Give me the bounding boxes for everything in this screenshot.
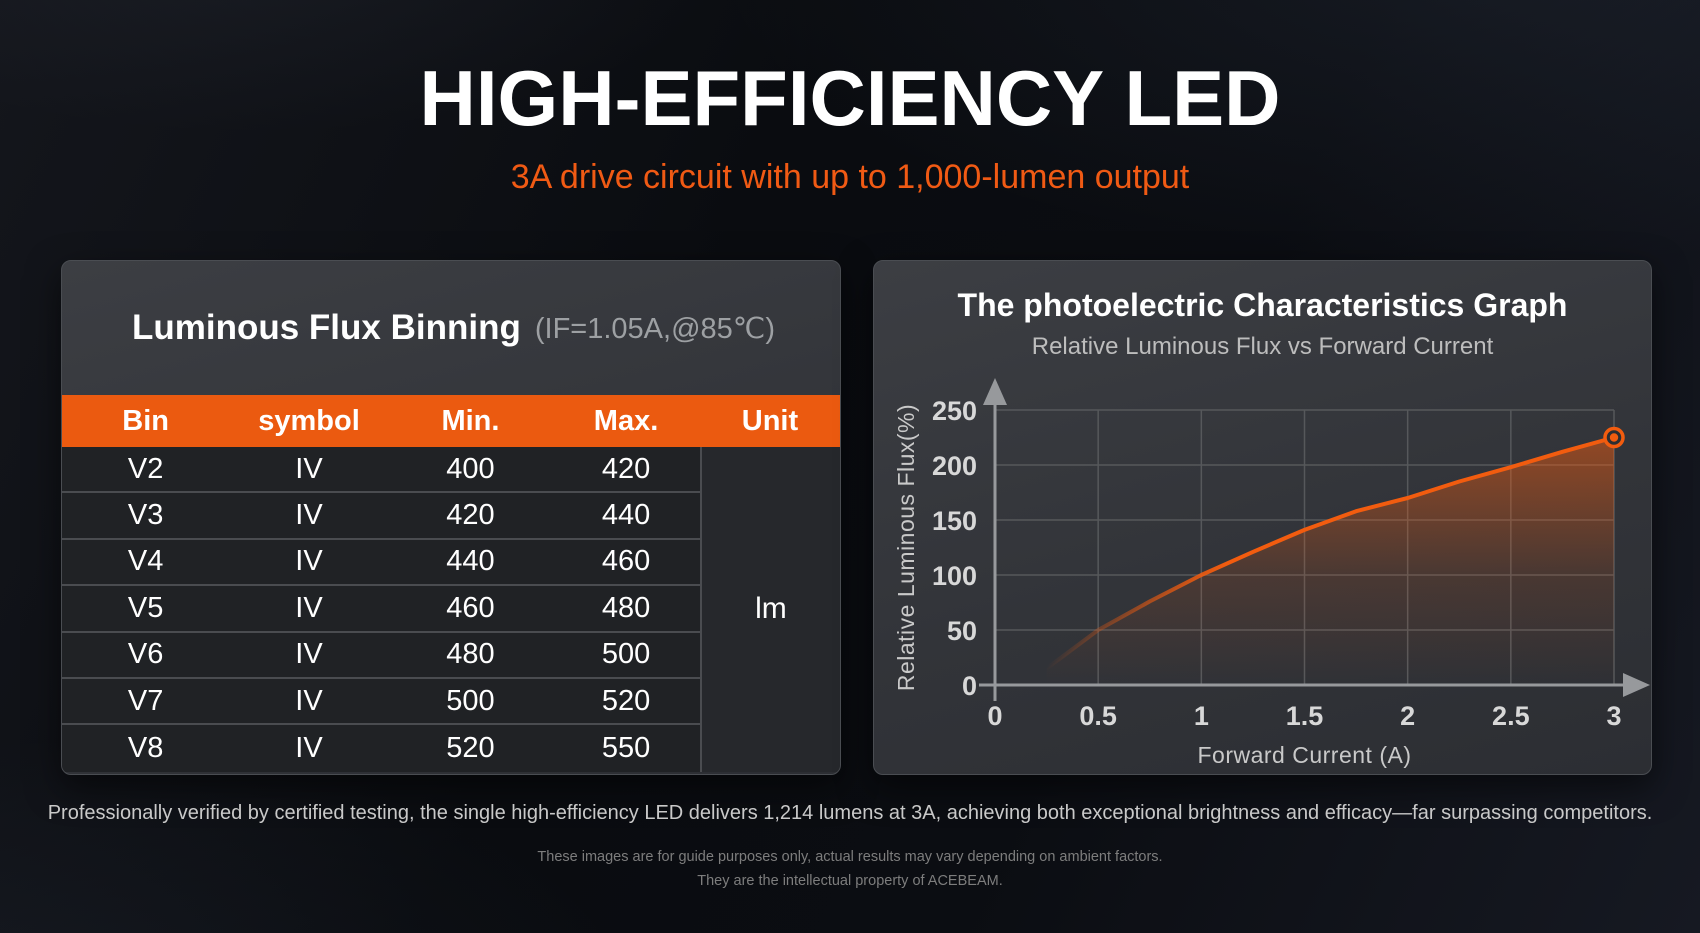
svg-text:Forward Current (A): Forward Current (A): [1198, 742, 1412, 768]
column-header-symbol: symbol: [229, 395, 389, 447]
table-cell-bin: V5: [62, 586, 230, 633]
table-cell-symbol: IV: [229, 725, 389, 772]
page-subtitle: 3A drive circuit with up to 1,000-lumen …: [510, 158, 1190, 196]
column-header-unit: Unit: [699, 395, 840, 447]
table-cell-max: 520: [552, 678, 700, 726]
binning-card: Luminous Flux Binning (IF=1.05A,@85℃) Bi…: [61, 260, 841, 775]
svg-text:1: 1: [1194, 701, 1209, 731]
table-cell-max: 500: [552, 632, 700, 679]
disclaimer-line-1: These images are for guide purposes only…: [537, 849, 1163, 865]
table-cell-bin: V3: [62, 493, 230, 540]
table-cell-max: 550: [552, 725, 700, 772]
table-cell-max: 440: [552, 493, 700, 540]
table-cell-symbol: IV: [229, 586, 389, 633]
binning-card-title: Luminous Flux Binning: [132, 308, 521, 347]
table-cell-max: 460: [552, 539, 700, 587]
table-cell-bin: V7: [62, 678, 230, 726]
table-cell-min: 400: [388, 447, 553, 494]
table-cell-bin: V2: [62, 447, 230, 494]
svg-text:0: 0: [987, 701, 1002, 731]
table-cell-min: 440: [388, 539, 553, 587]
svg-text:200: 200: [932, 451, 977, 481]
chart-subtitle: Relative Luminous Flux vs Forward Curren…: [1031, 333, 1494, 360]
svg-text:150: 150: [932, 506, 977, 536]
unit-cell: lm: [699, 447, 840, 772]
svg-text:2.5: 2.5: [1492, 701, 1530, 731]
footer-note: Professionally verified by certified tes…: [47, 802, 1653, 824]
table-cell-symbol: IV: [229, 539, 389, 587]
table-cell-max: 420: [552, 447, 700, 494]
svg-text:100: 100: [932, 561, 977, 591]
svg-text:3: 3: [1606, 701, 1621, 731]
disclaimer-line-2: They are the intellectual property of AC…: [697, 873, 1003, 889]
table-cell-bin: V8: [62, 725, 230, 772]
table-cell-symbol: IV: [229, 447, 389, 494]
table-cell-symbol: IV: [229, 678, 389, 726]
table-cell-max: 480: [552, 586, 700, 633]
table-cell-min: 520: [388, 725, 553, 772]
svg-text:2: 2: [1400, 701, 1415, 731]
svg-text:0.5: 0.5: [1079, 701, 1117, 731]
page-title: HIGH-EFFICIENCY LED: [419, 54, 1281, 142]
table-cell-min: 500: [388, 678, 553, 726]
chart-card: The photoelectric Characteristics Graph …: [873, 260, 1652, 775]
column-header-min: Min.: [388, 395, 553, 447]
table-cell-bin: V4: [62, 539, 230, 587]
table-cell-min: 420: [388, 493, 553, 540]
chart-svg: 0 50 100 150 200 250 0 0.5 1 1.5 2 2.5 3 Forward Curr…: [893, 378, 1650, 768]
binning-card-header: Luminous Flux Binning (IF=1.05A,@85℃): [62, 261, 840, 395]
binning-card-condition: (IF=1.05A,@85℃): [534, 312, 775, 345]
table-cell-symbol: IV: [229, 493, 389, 540]
table-cell-symbol: IV: [229, 632, 389, 679]
svg-text:250: 250: [932, 396, 977, 426]
table-cell-min: 480: [388, 632, 553, 679]
column-header-bin: Bin: [62, 395, 230, 447]
svg-text:1.5: 1.5: [1286, 701, 1324, 731]
column-header-max: Max.: [552, 395, 700, 447]
binning-grid: Bin symbol Min. Max. Unit V2 IV 400 420 V3 IV 420 44…: [62, 395, 840, 772]
table-cell-bin: V6: [62, 632, 230, 679]
chart-title: The photoelectric Characteristics Graph: [957, 287, 1568, 323]
svg-text:0: 0: [962, 671, 977, 701]
svg-text:Relative Luminous Flux(%): Relative Luminous Flux(%): [893, 404, 919, 691]
table-cell-min: 460: [388, 586, 553, 633]
svg-text:50: 50: [947, 616, 977, 646]
